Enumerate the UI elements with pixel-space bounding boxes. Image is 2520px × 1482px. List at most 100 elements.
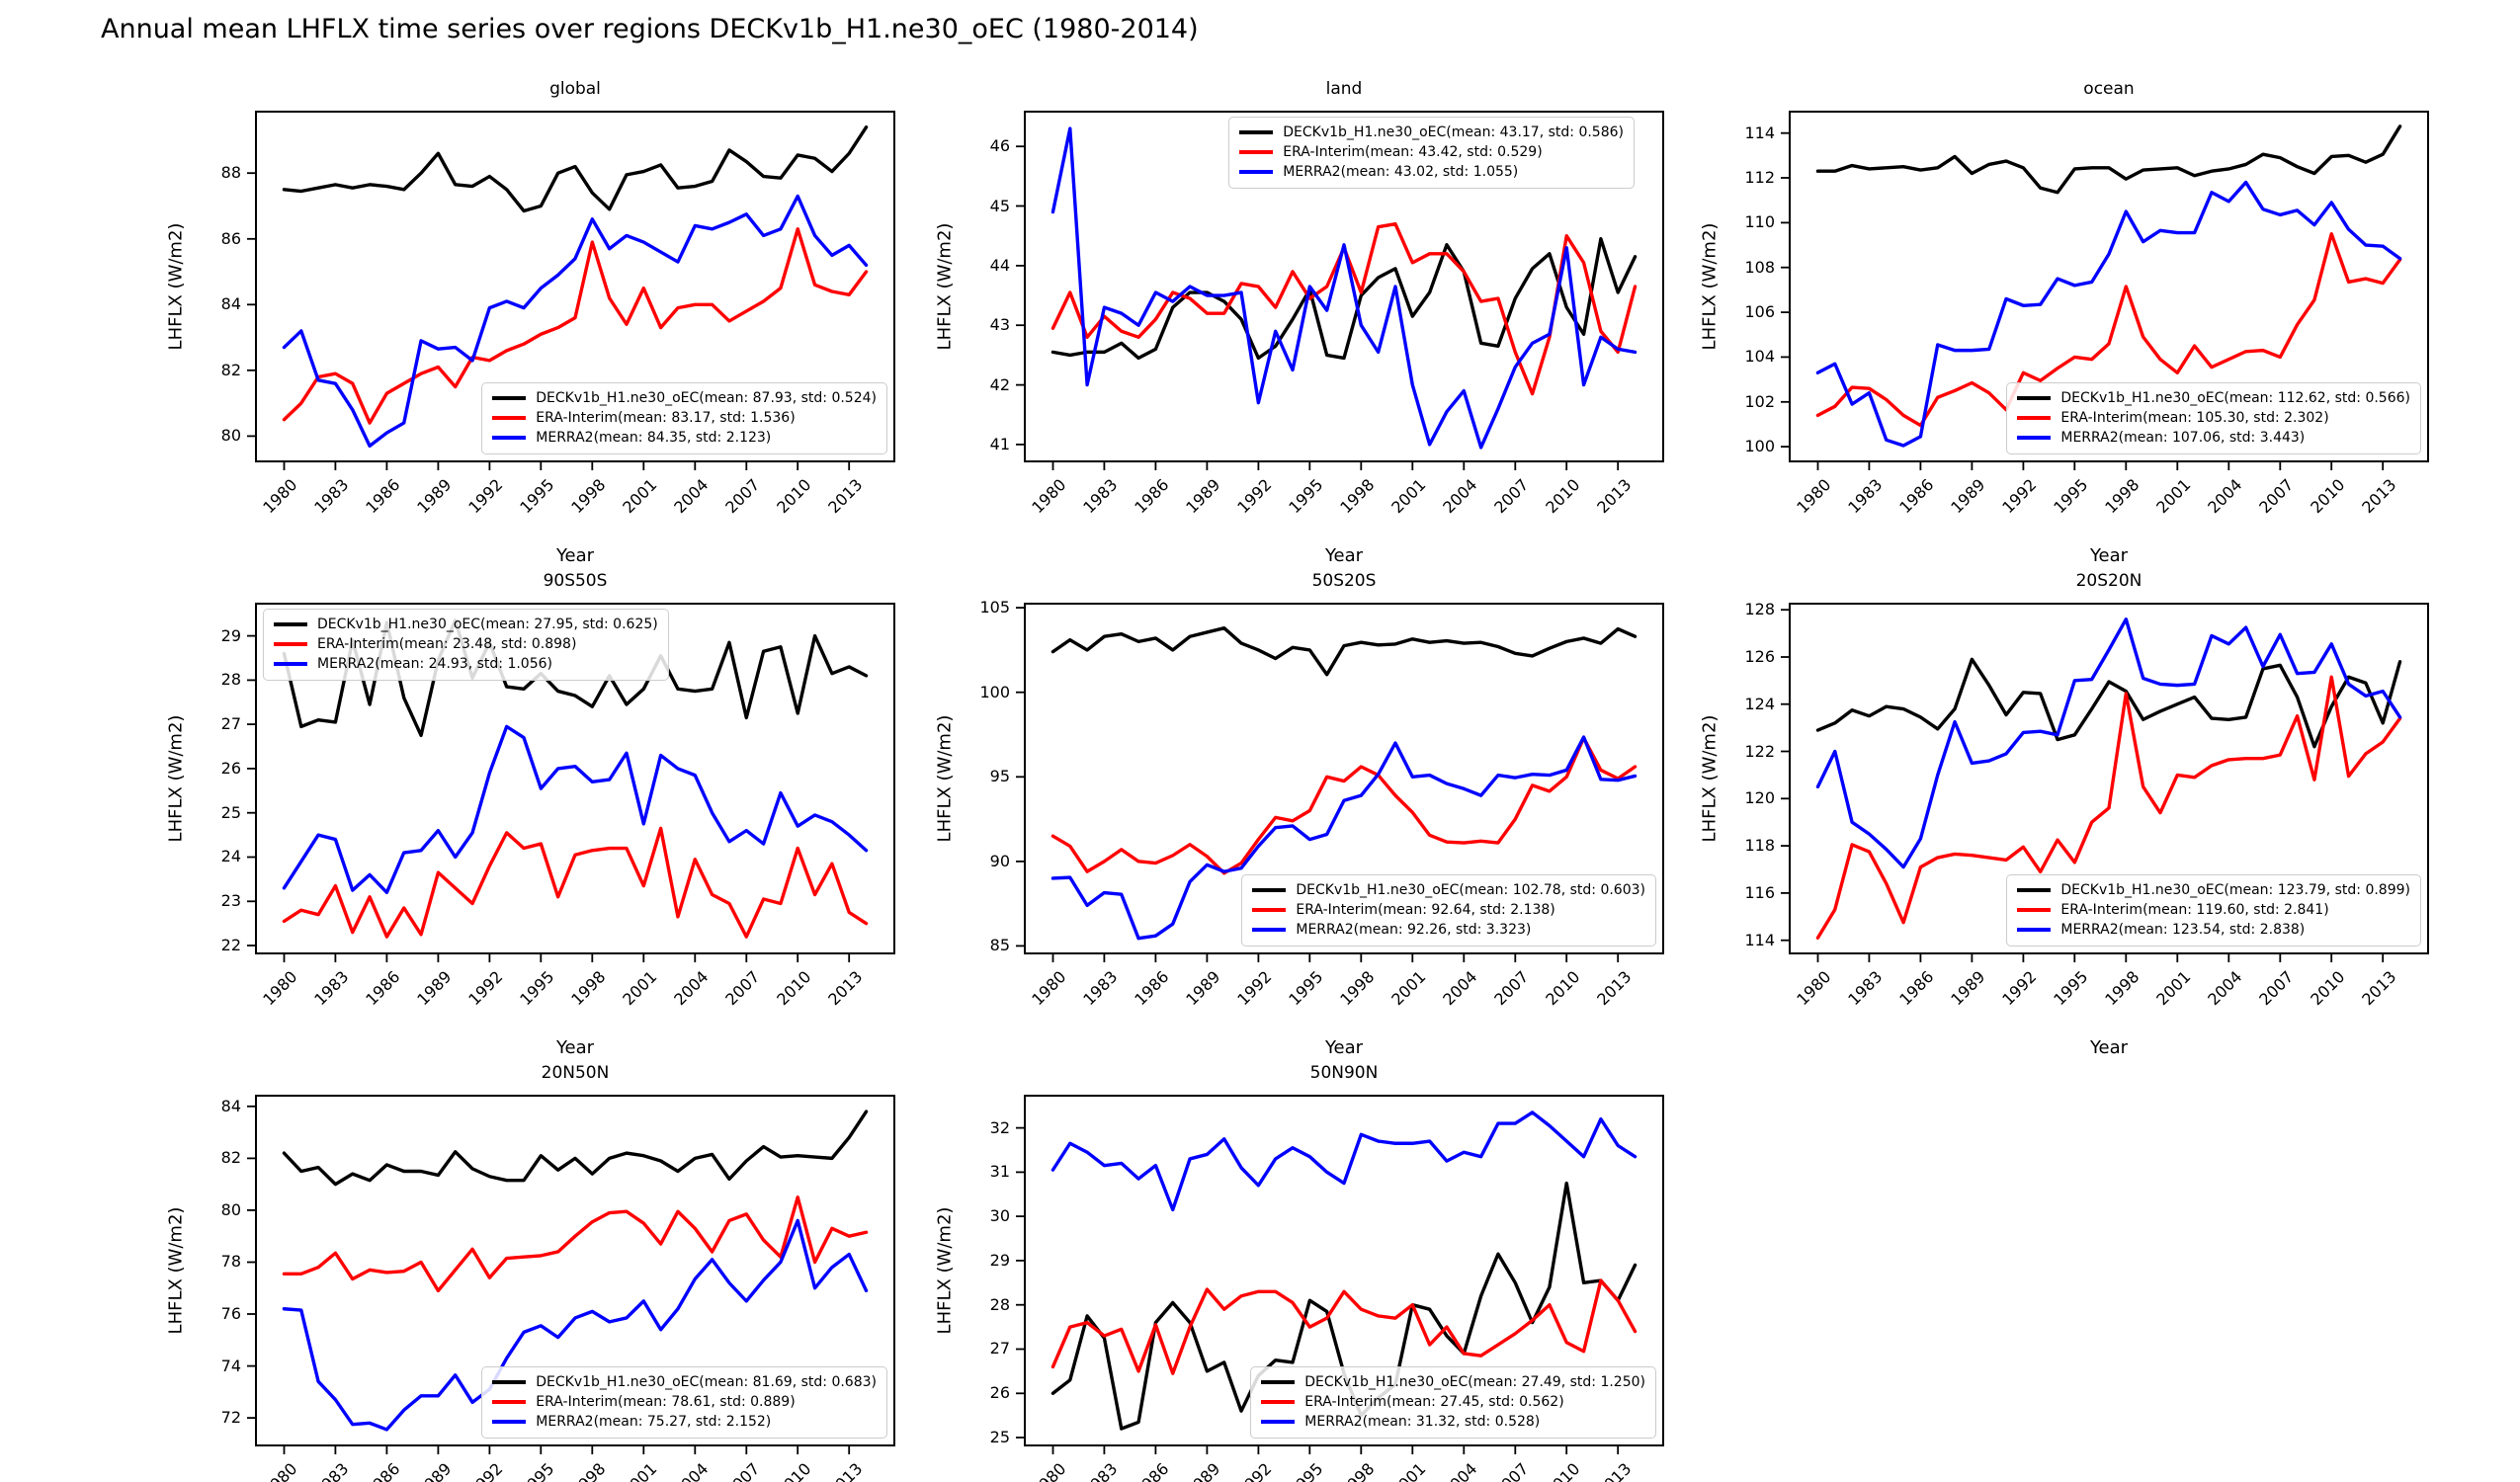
legend-label: ERA-Interim(mean: 105.30, std: 2.302) [2060, 410, 2329, 426]
plot-canvas [247, 1095, 895, 1454]
series-line-ERA-Interim [282, 826, 869, 939]
x-tick-label: 2010 [1542, 967, 1584, 1010]
series-line-DECKv1b_H1.ne30_oEC [282, 124, 869, 213]
plot-title: 20N50N [541, 1063, 610, 1083]
subplot-50N90N: 50N90N Year LHFLX (W/m2) 1980 1983 1986 1989 19… [895, 1035, 1704, 1482]
subplot-20N50N: 20N50NYearLHFLX (W/m2)198019831986198919… [126, 1035, 935, 1482]
y-tick-label: 84 [220, 294, 241, 314]
x-tick-label: 1998 [567, 1459, 610, 1482]
legend: DECKv1b_H1.ne30_oEC(mean: 27.95, std: 0.… [263, 609, 669, 681]
y-tick-label: 126 [1744, 646, 1775, 666]
x-tick-label: 1995 [516, 475, 558, 518]
y-tick-label: 29 [989, 1250, 1010, 1270]
axes-frame [1789, 111, 2429, 462]
legend-entry: DECKv1b_H1.ne30_oEC(mean: 102.78, std: 0… [1252, 880, 1645, 900]
x-tick-label: 1986 [1895, 967, 1938, 1010]
y-tick-label: 88 [220, 163, 241, 183]
x-tick-label: 1983 [1079, 1459, 1122, 1482]
y-tick-label: 25 [220, 802, 241, 822]
y-tick-label: 108 [1744, 257, 1775, 277]
x-tick-label: 2013 [2358, 967, 2400, 1010]
x-tick-label: 2007 [721, 475, 764, 518]
legend-label: DECKv1b_H1.ne30_oEC(mean: 112.62, std: 0… [2060, 390, 2410, 406]
legend-entry: ERA-Interim(mean: 27.45, std: 0.562) [1261, 1392, 1645, 1412]
x-tick-label: 2001 [1387, 1459, 1430, 1482]
legend-line-swatch-DECKv1b_H1.ne30_oEC [492, 1380, 527, 1384]
x-tick-label: 1980 [1793, 967, 1835, 1010]
plot-canvas [1781, 603, 2429, 962]
legend-label: MERRA2(mean: 43.02, std: 1.055) [1283, 164, 1519, 180]
x-tick-label: 1992 [464, 967, 507, 1010]
plot-title: 90S50S [543, 571, 608, 591]
x-tick-label: 2013 [824, 967, 867, 1010]
x-tick-label: 1986 [362, 475, 404, 518]
y-tick-label: 46 [989, 136, 1010, 156]
y-tick-label: 27 [220, 714, 241, 734]
series-line-MERRA2 [282, 1218, 869, 1432]
x-tick-label: 2001 [619, 967, 661, 1010]
series-line-DECKv1b_H1.ne30_oEC [1050, 237, 1638, 361]
legend-line-swatch-ERA-Interim [492, 1400, 527, 1404]
y-tick-label: 22 [220, 936, 241, 955]
y-tick-label: 112 [1744, 168, 1775, 188]
x-tick-label: 1995 [1285, 475, 1327, 518]
y-tick-label: 24 [220, 847, 241, 866]
series-line-ERA-Interim [1050, 1278, 1638, 1375]
x-axis-label: Year [1324, 545, 1364, 566]
y-axis-label: LHFLX (W/m2) [165, 714, 187, 843]
legend: DECKv1b_H1.ne30_oEC(mean: 27.49, std: 1.… [1250, 1366, 1656, 1439]
x-tick-label: 2004 [2204, 967, 2246, 1010]
x-tick-label: 1995 [1285, 967, 1327, 1010]
x-tick-label: 2007 [1490, 967, 1533, 1010]
y-tick-label: 114 [1744, 123, 1775, 142]
legend: DECKv1b_H1.ne30_oEC(mean: 102.78, std: 0… [1241, 874, 1656, 947]
y-tick-label: 76 [220, 1304, 241, 1323]
x-tick-label: 1980 [259, 475, 301, 518]
x-tick-label: 2004 [670, 1459, 713, 1482]
legend-entry: MERRA2(mean: 75.27, std: 2.152) [492, 1412, 877, 1432]
x-tick-label: 2001 [619, 1459, 661, 1482]
x-tick-label: 2013 [1593, 1459, 1636, 1482]
axes-frame [1024, 111, 1664, 462]
x-tick-label: 1980 [259, 967, 301, 1010]
y-tick-label: 82 [220, 360, 241, 379]
x-tick-label: 1998 [2101, 967, 2143, 1010]
x-tick-label: 1989 [1182, 967, 1224, 1010]
x-tick-label: 2013 [824, 475, 867, 518]
series-line-DECKv1b_H1.ne30_oEC [1815, 124, 2402, 195]
series-line-MERRA2 [1050, 126, 1638, 450]
x-tick-label: 2007 [2255, 967, 2298, 1010]
x-axis-label: Year [555, 545, 595, 566]
legend: DECKv1b_H1.ne30_oEC(mean: 81.69, std: 0.… [481, 1366, 887, 1439]
y-tick-label: 116 [1744, 882, 1775, 902]
legend-line-swatch-MERRA2 [2017, 928, 2052, 932]
y-tick-label: 100 [979, 682, 1010, 701]
legend-label: MERRA2(mean: 107.06, std: 3.443) [2060, 430, 2306, 446]
y-tick-label: 84 [220, 1096, 241, 1115]
subplot-90S50S: 90S50S Year LHFLX (W/m2) 1980 1983 1986 1989 19… [126, 543, 935, 1172]
x-tick-label: 1983 [1079, 475, 1122, 518]
x-tick-label: 1992 [1233, 475, 1276, 518]
figure-title: Annual mean LHFLX time series over regio… [101, 14, 1199, 44]
y-tick-label: 72 [220, 1408, 241, 1428]
legend-entry: DECKv1b_H1.ne30_oEC(mean: 27.49, std: 1.… [1261, 1372, 1645, 1392]
subplot-ocean: ocean Year LHFLX (W/m2) 1980 1983 1986 1989 199… [1660, 51, 2469, 680]
legend-label: MERRA2(mean: 24.93, std: 1.056) [317, 656, 552, 672]
x-tick-label: 1998 [567, 967, 610, 1010]
x-tick-label: 1986 [362, 967, 404, 1010]
x-tick-label: 1998 [567, 475, 610, 518]
legend-label: DECKv1b_H1.ne30_oEC(mean: 81.69, std: 0.… [536, 1374, 877, 1390]
x-tick-label: 2001 [619, 475, 661, 518]
y-tick-label: 104 [1744, 347, 1775, 367]
x-tick-label: 2010 [2307, 475, 2349, 518]
legend-entry: DECKv1b_H1.ne30_oEC(mean: 87.93, std: 0.… [492, 388, 877, 408]
x-tick-label: 2013 [2358, 475, 2400, 518]
legend-label: ERA-Interim(mean: 78.61, std: 0.889) [536, 1394, 796, 1410]
x-tick-label: 2004 [1439, 475, 1481, 518]
x-tick-label: 1986 [1131, 1459, 1173, 1482]
y-tick-label: 85 [989, 936, 1010, 955]
x-tick-label: 2001 [1387, 967, 1430, 1010]
x-tick-label: 1995 [1285, 1459, 1327, 1482]
legend-label: ERA-Interim(mean: 92.64, std: 2.138) [1296, 902, 1555, 918]
x-tick-label: 2007 [1490, 475, 1533, 518]
